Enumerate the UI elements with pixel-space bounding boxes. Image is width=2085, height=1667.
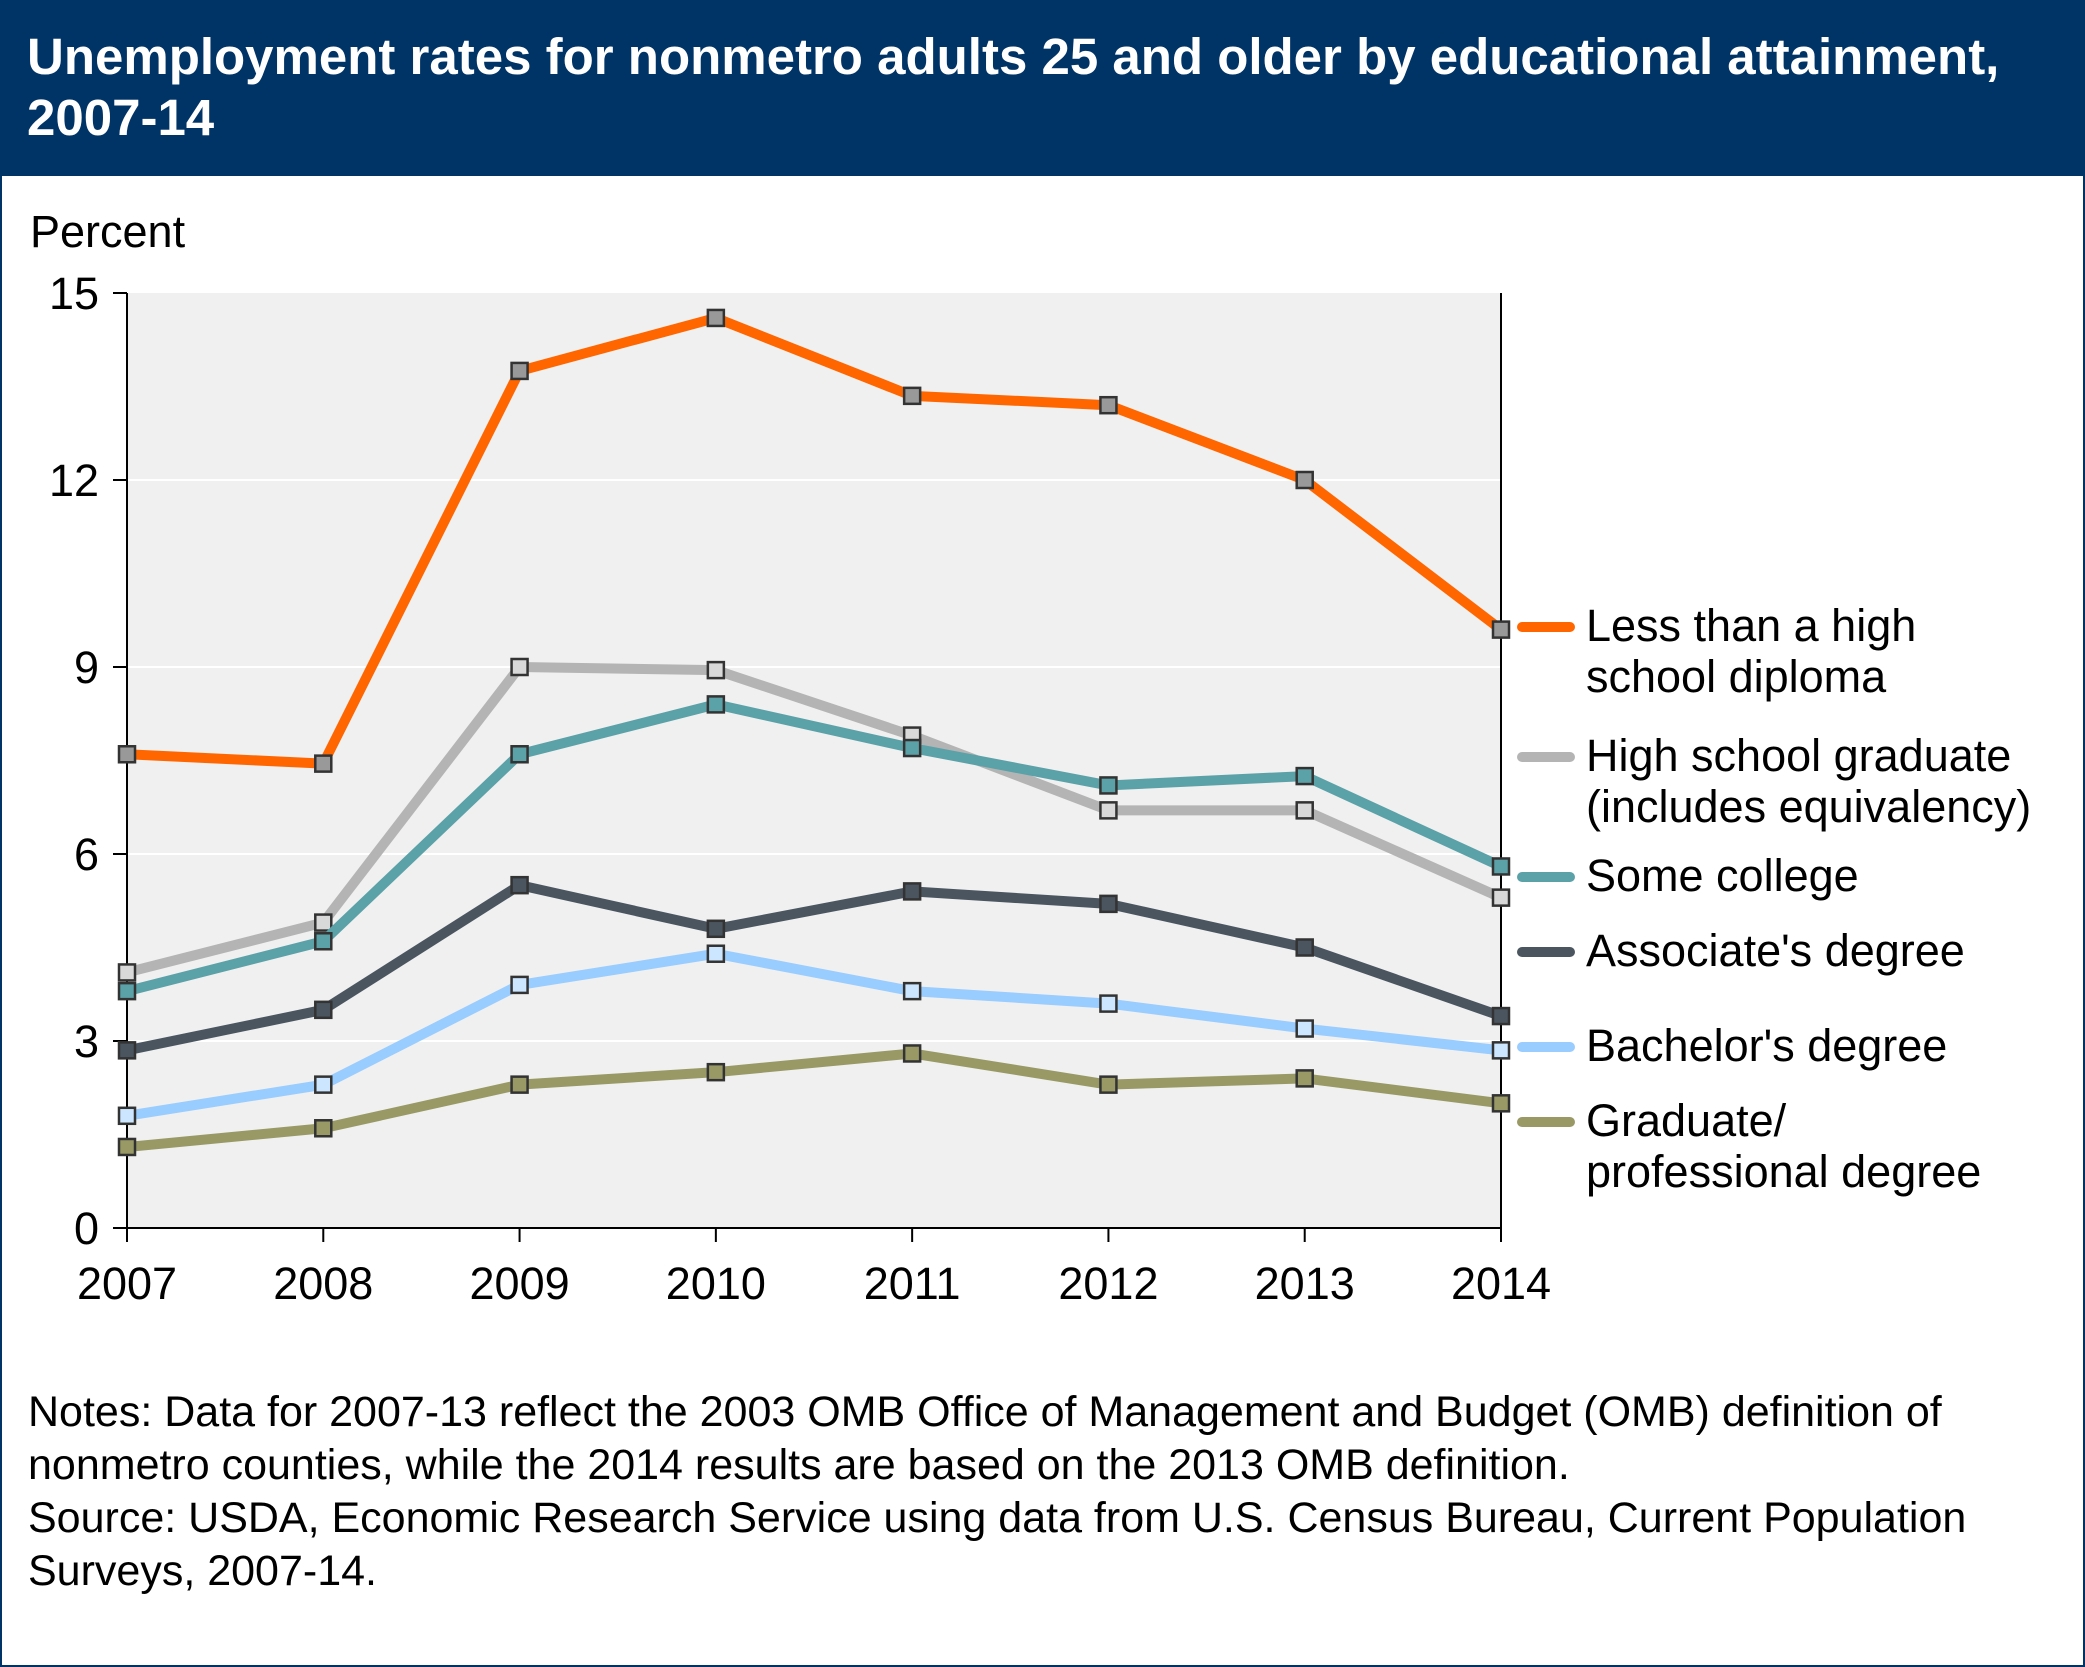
notes-block: Notes: Data for 2007-13 reflect the 2003… (28, 1386, 2058, 1598)
data-point (314, 1075, 333, 1094)
y-axis-title: Percent (30, 206, 186, 257)
data-point (1295, 766, 1314, 786)
data-point (510, 875, 529, 895)
data-point (117, 1041, 137, 1060)
data-point (314, 754, 333, 773)
data-point (1491, 1094, 1511, 1113)
data-point (117, 963, 137, 982)
legend-label-line: Graduate/ (1586, 1095, 1787, 1146)
title-banner: Unemployment rates for nonmetro adults 2… (2, 2, 2083, 176)
series-line-5 (122, 1048, 1506, 1152)
data-point (1099, 894, 1118, 914)
data-point (706, 1062, 726, 1082)
data-point (117, 745, 137, 764)
series-line-0 (122, 312, 1506, 769)
x-tick-label: 2014 (1451, 1258, 1551, 1309)
data-point (117, 1137, 137, 1157)
legend-label-line: Bachelor's degree (1586, 1020, 1948, 1071)
plot-area (127, 293, 1501, 1228)
data-point (706, 308, 726, 328)
data-point (117, 1106, 137, 1126)
y-tick-label: 0 (74, 1203, 99, 1254)
chart-title: Unemployment rates for nonmetro adults 2… (27, 28, 2000, 146)
data-point (1099, 1075, 1118, 1094)
data-point (1295, 1019, 1314, 1038)
data-point (706, 944, 726, 963)
data-point (117, 981, 137, 1001)
x-tick-label: 2013 (1255, 1258, 1355, 1309)
series-line-2 (122, 699, 1506, 997)
data-point (314, 1119, 333, 1138)
y-tick-label: 6 (74, 829, 99, 880)
notes-text: Notes: Data for 2007-13 reflect the 2003… (28, 1388, 1942, 1489)
series-line-4 (122, 948, 1506, 1121)
y-tick-label: 12 (49, 455, 99, 506)
data-point (1295, 1069, 1314, 1088)
legend-label-line: Associate's degree (1586, 925, 1965, 976)
legend-label: Less than a high school diploma (1586, 600, 1916, 702)
y-tick-label: 9 (74, 642, 99, 693)
data-point (1491, 620, 1511, 639)
data-point (1491, 1041, 1511, 1060)
data-point (1491, 857, 1511, 876)
data-point (510, 745, 529, 764)
x-tick-label: 2009 (470, 1258, 570, 1309)
series-line-1 (122, 662, 1506, 978)
data-point (510, 361, 529, 381)
legend-label: Graduate/professional degree (1586, 1095, 1981, 1197)
data-point (510, 657, 529, 677)
data-point (706, 919, 726, 939)
data-point (314, 1000, 333, 1020)
data-point (1491, 888, 1511, 907)
data-point (1099, 776, 1118, 795)
data-point (314, 913, 333, 932)
legend-label: Some college (1586, 850, 1859, 901)
legend-label-line: Some college (1586, 850, 1859, 901)
x-tick-label: 2008 (273, 1258, 373, 1309)
source-text: Source: USDA, Economic Research Service … (28, 1494, 1967, 1595)
x-tick-label: 2012 (1058, 1258, 1158, 1309)
data-point (1099, 801, 1118, 820)
data-point (902, 738, 922, 758)
data-point (314, 932, 333, 951)
x-tick-label: 2010 (666, 1258, 766, 1309)
data-point (902, 981, 922, 1001)
legend-label: Associate's degree (1586, 925, 1965, 976)
data-point (902, 386, 922, 406)
legend-label-line: Less than a high (1586, 600, 1917, 651)
data-point (1099, 994, 1118, 1013)
data-point (902, 882, 922, 901)
legend-label-line: (includes equivalency) (1586, 781, 2032, 832)
y-tick-label: 3 (74, 1016, 99, 1067)
data-point (1491, 1006, 1511, 1026)
data-point (1099, 395, 1118, 415)
data-point (510, 975, 529, 995)
data-point (1295, 938, 1314, 957)
data-point (510, 1075, 529, 1094)
data-point (1295, 801, 1314, 820)
data-point (1295, 470, 1314, 490)
legend-label-line: professional degree (1586, 1146, 1982, 1197)
y-tick-label: 15 (49, 268, 99, 319)
data-point (902, 1044, 922, 1063)
x-tick-label: 2011 (864, 1258, 961, 1309)
data-point (706, 695, 726, 714)
legend-label: High school graduate (includes equivalenc… (1586, 730, 2031, 832)
data-point (706, 660, 726, 680)
legend-label: Bachelor's degree (1586, 1020, 1947, 1071)
legend-label-line: school diploma (1586, 651, 1887, 702)
series-line-3 (122, 880, 1506, 1056)
x-tick-label: 2007 (77, 1258, 177, 1309)
legend-label-line: High school graduate (1586, 730, 2012, 781)
